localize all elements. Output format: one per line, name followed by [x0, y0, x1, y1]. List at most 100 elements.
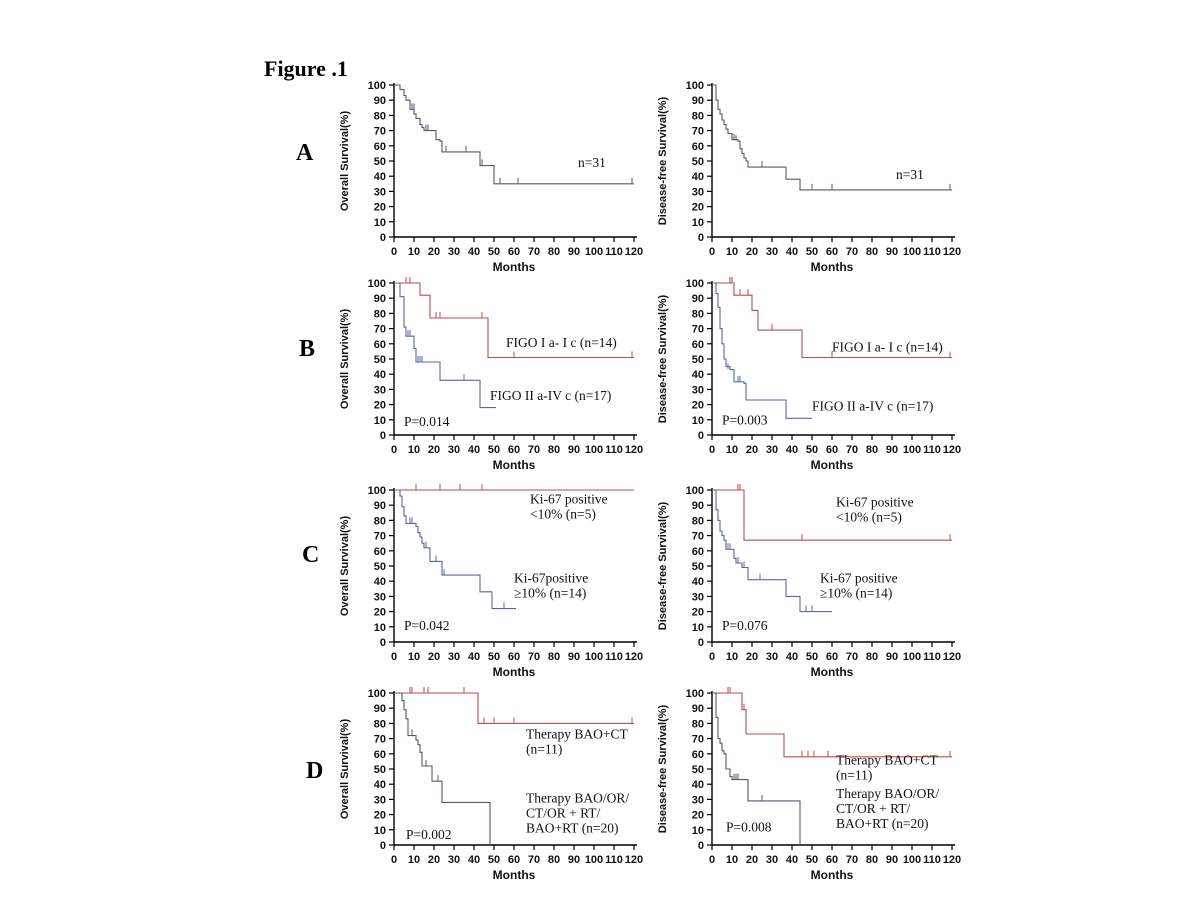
x-tick-label: 10: [726, 651, 738, 663]
y-tick-label: 40: [374, 369, 386, 381]
y-tick-label: 80: [692, 718, 704, 730]
y-tick-label: 30: [692, 794, 704, 806]
x-tick-label: 10: [726, 246, 738, 258]
x-tick-label: 110: [605, 854, 623, 866]
y-tick-label: 70: [374, 126, 386, 138]
x-tick-label: 110: [605, 651, 623, 663]
y-tick-label: 60: [692, 339, 704, 351]
panel-b-overall-survival-chart: 0 10 20 30 40 50 60 70 80 90 100 0 10 20 30 40 50 60 70 80 9…: [332, 275, 672, 485]
y-tick-label: 80: [374, 308, 386, 320]
series-annotation: n=31: [896, 167, 924, 182]
y-tick-label: 80: [692, 308, 704, 320]
x-tick-label: 40: [786, 854, 798, 866]
y-axis-label: Disease-free Survival(%): [657, 294, 669, 423]
y-tick-label: 20: [374, 607, 386, 619]
x-tick-label: 120: [625, 444, 643, 456]
x-tick-label: 40: [786, 246, 798, 258]
y-tick-label: 60: [692, 749, 704, 761]
series-annotation: Ki-67 positive: [530, 492, 608, 507]
series-annotation: Therapy BAO/OR/: [836, 786, 939, 801]
y-tick-label: 60: [374, 546, 386, 558]
x-tick-label: 60: [826, 246, 838, 258]
y-tick-label: 70: [374, 734, 386, 746]
x-tick-label: 0: [709, 854, 715, 866]
series-annotation: FIGO II a-IV c (n=17): [812, 399, 933, 414]
y-tick-label: 50: [374, 764, 386, 776]
panel-letter-b: B: [299, 336, 316, 362]
y-tick-label: 90: [374, 703, 386, 715]
y-tick-label: 100: [686, 688, 704, 700]
y-tick-label: 0: [698, 232, 704, 244]
x-tick-label: 60: [508, 246, 520, 258]
panel-a-disease-free-survival-chart: 0 10 20 30 40 50 60 70 80 90 100 0 10 20 30 40 50 60 70 80 9…: [650, 77, 990, 287]
y-tick-label: 80: [692, 515, 704, 527]
km-curve: [712, 489, 832, 613]
series-annotation: Therapy BAO+CT: [526, 727, 628, 742]
x-tick-label: 120: [943, 444, 961, 456]
y-tick-label: 30: [374, 591, 386, 603]
x-tick-label: 50: [488, 246, 500, 258]
y-tick-label: 80: [374, 515, 386, 527]
y-tick-label: 70: [374, 324, 386, 336]
x-tick-label: 10: [726, 444, 738, 456]
y-tick-label: 50: [692, 156, 704, 168]
x-tick-label: 30: [766, 854, 778, 866]
panel-d-disease-free-survival-chart: 0 10 20 30 40 50 60 70 80 90 100 0 10 20 30 40 50 60 70 80 9…: [650, 685, 990, 895]
y-tick-label: 20: [692, 607, 704, 619]
y-tick-label: 100: [686, 485, 704, 497]
km-chart-svg: 0 10 20 30 40 50 60 70 80 90 100 0 10 20 30 40 50 60 70 80 9…: [339, 277, 643, 472]
y-tick-label: 50: [692, 354, 704, 366]
x-tick-label: 110: [923, 854, 941, 866]
series-annotation: ≥10% (n=14): [820, 586, 892, 601]
y-tick-label: 10: [374, 825, 386, 837]
x-tick-label: 100: [585, 246, 603, 258]
km-curve: [712, 282, 812, 419]
x-tick-label: 0: [391, 651, 397, 663]
x-tick-label: 90: [886, 651, 898, 663]
x-tick-label: 70: [846, 651, 858, 663]
y-tick-label: 70: [692, 734, 704, 746]
y-tick-label: 40: [374, 779, 386, 791]
y-tick-label: 0: [698, 430, 704, 442]
x-axis-label: Months: [493, 665, 536, 679]
y-tick-label: 70: [374, 531, 386, 543]
series-annotation: <10% (n=5): [530, 507, 596, 522]
x-tick-label: 40: [468, 651, 480, 663]
x-tick-label: 70: [846, 246, 858, 258]
panel-letter-a: A: [296, 140, 314, 166]
y-axis-label: Overall Survival(%): [339, 111, 351, 212]
km-curve: [394, 282, 634, 359]
x-tick-label: 0: [391, 444, 397, 456]
x-tick-label: 30: [766, 444, 778, 456]
y-tick-label: 100: [368, 80, 386, 92]
y-tick-label: 10: [692, 622, 704, 634]
x-axis-label: Months: [493, 260, 536, 274]
x-tick-label: 30: [766, 651, 778, 663]
x-tick-label: 80: [548, 854, 560, 866]
x-tick-label: 100: [903, 246, 921, 258]
y-tick-label: 0: [380, 840, 386, 852]
x-tick-label: 20: [428, 651, 440, 663]
y-tick-label: 60: [374, 339, 386, 351]
x-tick-label: 10: [726, 854, 738, 866]
x-tick-label: 40: [468, 246, 480, 258]
x-tick-label: 20: [746, 246, 758, 258]
y-axis-label: Disease-free Survival(%): [657, 96, 669, 225]
x-tick-label: 70: [528, 854, 540, 866]
x-tick-label: 90: [568, 444, 580, 456]
x-tick-label: 60: [826, 651, 838, 663]
y-tick-label: 0: [698, 840, 704, 852]
y-axis-label: Disease-free Survival(%): [657, 501, 669, 630]
x-tick-label: 80: [548, 444, 560, 456]
x-tick-label: 10: [408, 651, 420, 663]
km-curve: [712, 84, 952, 191]
km-chart-svg: 0 10 20 30 40 50 60 70 80 90 100 0 10 20 30 40 50 60 70 80 9…: [657, 277, 961, 472]
x-tick-label: 80: [866, 246, 878, 258]
km-curve: [712, 489, 952, 541]
y-tick-label: 20: [692, 810, 704, 822]
x-tick-label: 70: [528, 246, 540, 258]
x-tick-label: 50: [806, 246, 818, 258]
x-tick-label: 80: [866, 651, 878, 663]
y-tick-label: 40: [374, 171, 386, 183]
x-tick-label: 110: [605, 246, 623, 258]
